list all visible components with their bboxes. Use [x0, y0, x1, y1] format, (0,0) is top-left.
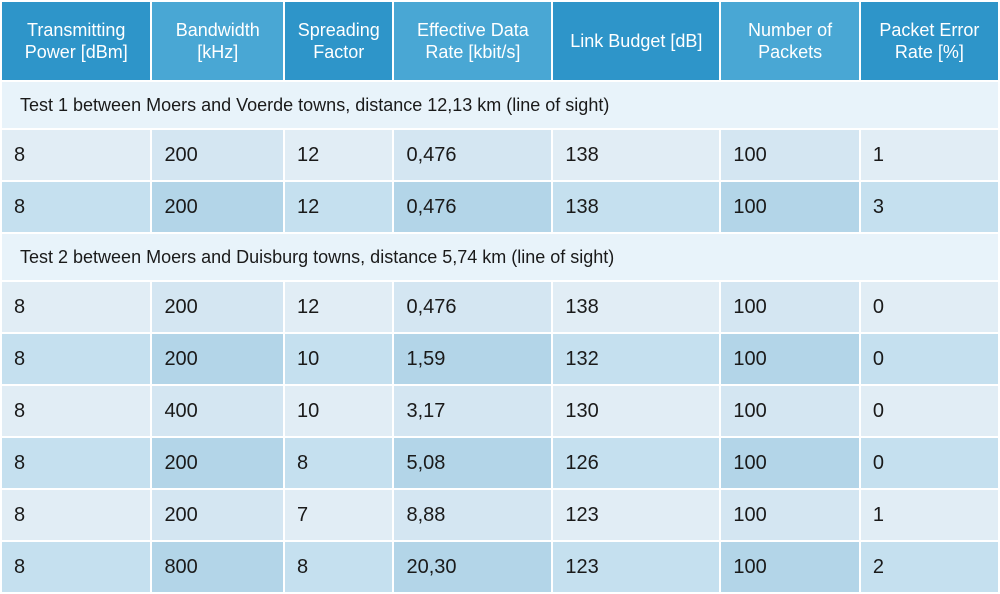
table-row: 8200120,4761381003: [2, 182, 998, 232]
cell: 1: [861, 490, 998, 540]
cell: 100: [721, 334, 858, 384]
cell: 20,30: [394, 542, 551, 592]
header-cell-4: Link Budget [dB]: [553, 2, 719, 80]
table-row: 8400103,171301000: [2, 386, 998, 436]
table-row: 8800820,301231002: [2, 542, 998, 592]
cell: 200: [152, 334, 283, 384]
cell: 100: [721, 490, 858, 540]
cell: 8: [2, 542, 150, 592]
cell: 123: [553, 490, 719, 540]
header-cell-2: Spreading Factor: [285, 2, 392, 80]
cell: 200: [152, 282, 283, 332]
cell: 0,476: [394, 182, 551, 232]
cell: 138: [553, 130, 719, 180]
cell: 3,17: [394, 386, 551, 436]
cell: 0: [861, 334, 998, 384]
cell: 8: [2, 438, 150, 488]
cell: 200: [152, 438, 283, 488]
cell: 100: [721, 386, 858, 436]
cell: 1: [861, 130, 998, 180]
cell: 200: [152, 490, 283, 540]
section-title-row: Test 1 between Moers and Voerde towns, d…: [2, 82, 998, 128]
cell: 123: [553, 542, 719, 592]
table-header: Transmitting Power [dBm] Bandwidth [kHz]…: [2, 2, 998, 80]
header-row: Transmitting Power [dBm] Bandwidth [kHz]…: [2, 2, 998, 80]
table-body: Test 1 between Moers and Voerde towns, d…: [2, 82, 998, 592]
section-title: Test 1 between Moers and Voerde towns, d…: [2, 82, 998, 128]
cell: 0,476: [394, 282, 551, 332]
header-cell-0: Transmitting Power [dBm]: [2, 2, 150, 80]
cell: 100: [721, 282, 858, 332]
cell: 138: [553, 282, 719, 332]
header-cell-3: Effective Data Rate [kbit/s]: [394, 2, 551, 80]
cell: 12: [285, 282, 392, 332]
cell: 400: [152, 386, 283, 436]
cell: 8: [2, 182, 150, 232]
cell: 132: [553, 334, 719, 384]
cell: 100: [721, 130, 858, 180]
table-row: 8200101,591321000: [2, 334, 998, 384]
header-cell-6: Packet Error Rate [%]: [861, 2, 998, 80]
section-title-row: Test 2 between Moers and Duisburg towns,…: [2, 234, 998, 280]
lora-test-table: Transmitting Power [dBm] Bandwidth [kHz]…: [0, 0, 1000, 594]
cell: 12: [285, 182, 392, 232]
table-row: 820078,881231001: [2, 490, 998, 540]
cell: 200: [152, 182, 283, 232]
cell: 100: [721, 542, 858, 592]
cell: 8: [2, 490, 150, 540]
cell: 10: [285, 334, 392, 384]
table-row: 8200120,4761381000: [2, 282, 998, 332]
header-cell-5: Number of Packets: [721, 2, 858, 80]
cell: 8: [285, 542, 392, 592]
cell: 8: [2, 386, 150, 436]
cell: 800: [152, 542, 283, 592]
cell: 8: [2, 130, 150, 180]
cell: 3: [861, 182, 998, 232]
cell: 12: [285, 130, 392, 180]
cell: 2: [861, 542, 998, 592]
cell: 126: [553, 438, 719, 488]
cell: 0: [861, 438, 998, 488]
cell: 10: [285, 386, 392, 436]
cell: 0: [861, 282, 998, 332]
table-row: 8200120,4761381001: [2, 130, 998, 180]
cell: 200: [152, 130, 283, 180]
cell: 1,59: [394, 334, 551, 384]
cell: 130: [553, 386, 719, 436]
cell: 8: [285, 438, 392, 488]
cell: 5,08: [394, 438, 551, 488]
cell: 100: [721, 182, 858, 232]
cell: 7: [285, 490, 392, 540]
cell: 0,476: [394, 130, 551, 180]
table-row: 820085,081261000: [2, 438, 998, 488]
cell: 0: [861, 386, 998, 436]
cell: 8,88: [394, 490, 551, 540]
cell: 8: [2, 282, 150, 332]
header-cell-1: Bandwidth [kHz]: [152, 2, 283, 80]
cell: 138: [553, 182, 719, 232]
cell: 8: [2, 334, 150, 384]
cell: 100: [721, 438, 858, 488]
section-title: Test 2 between Moers and Duisburg towns,…: [2, 234, 998, 280]
